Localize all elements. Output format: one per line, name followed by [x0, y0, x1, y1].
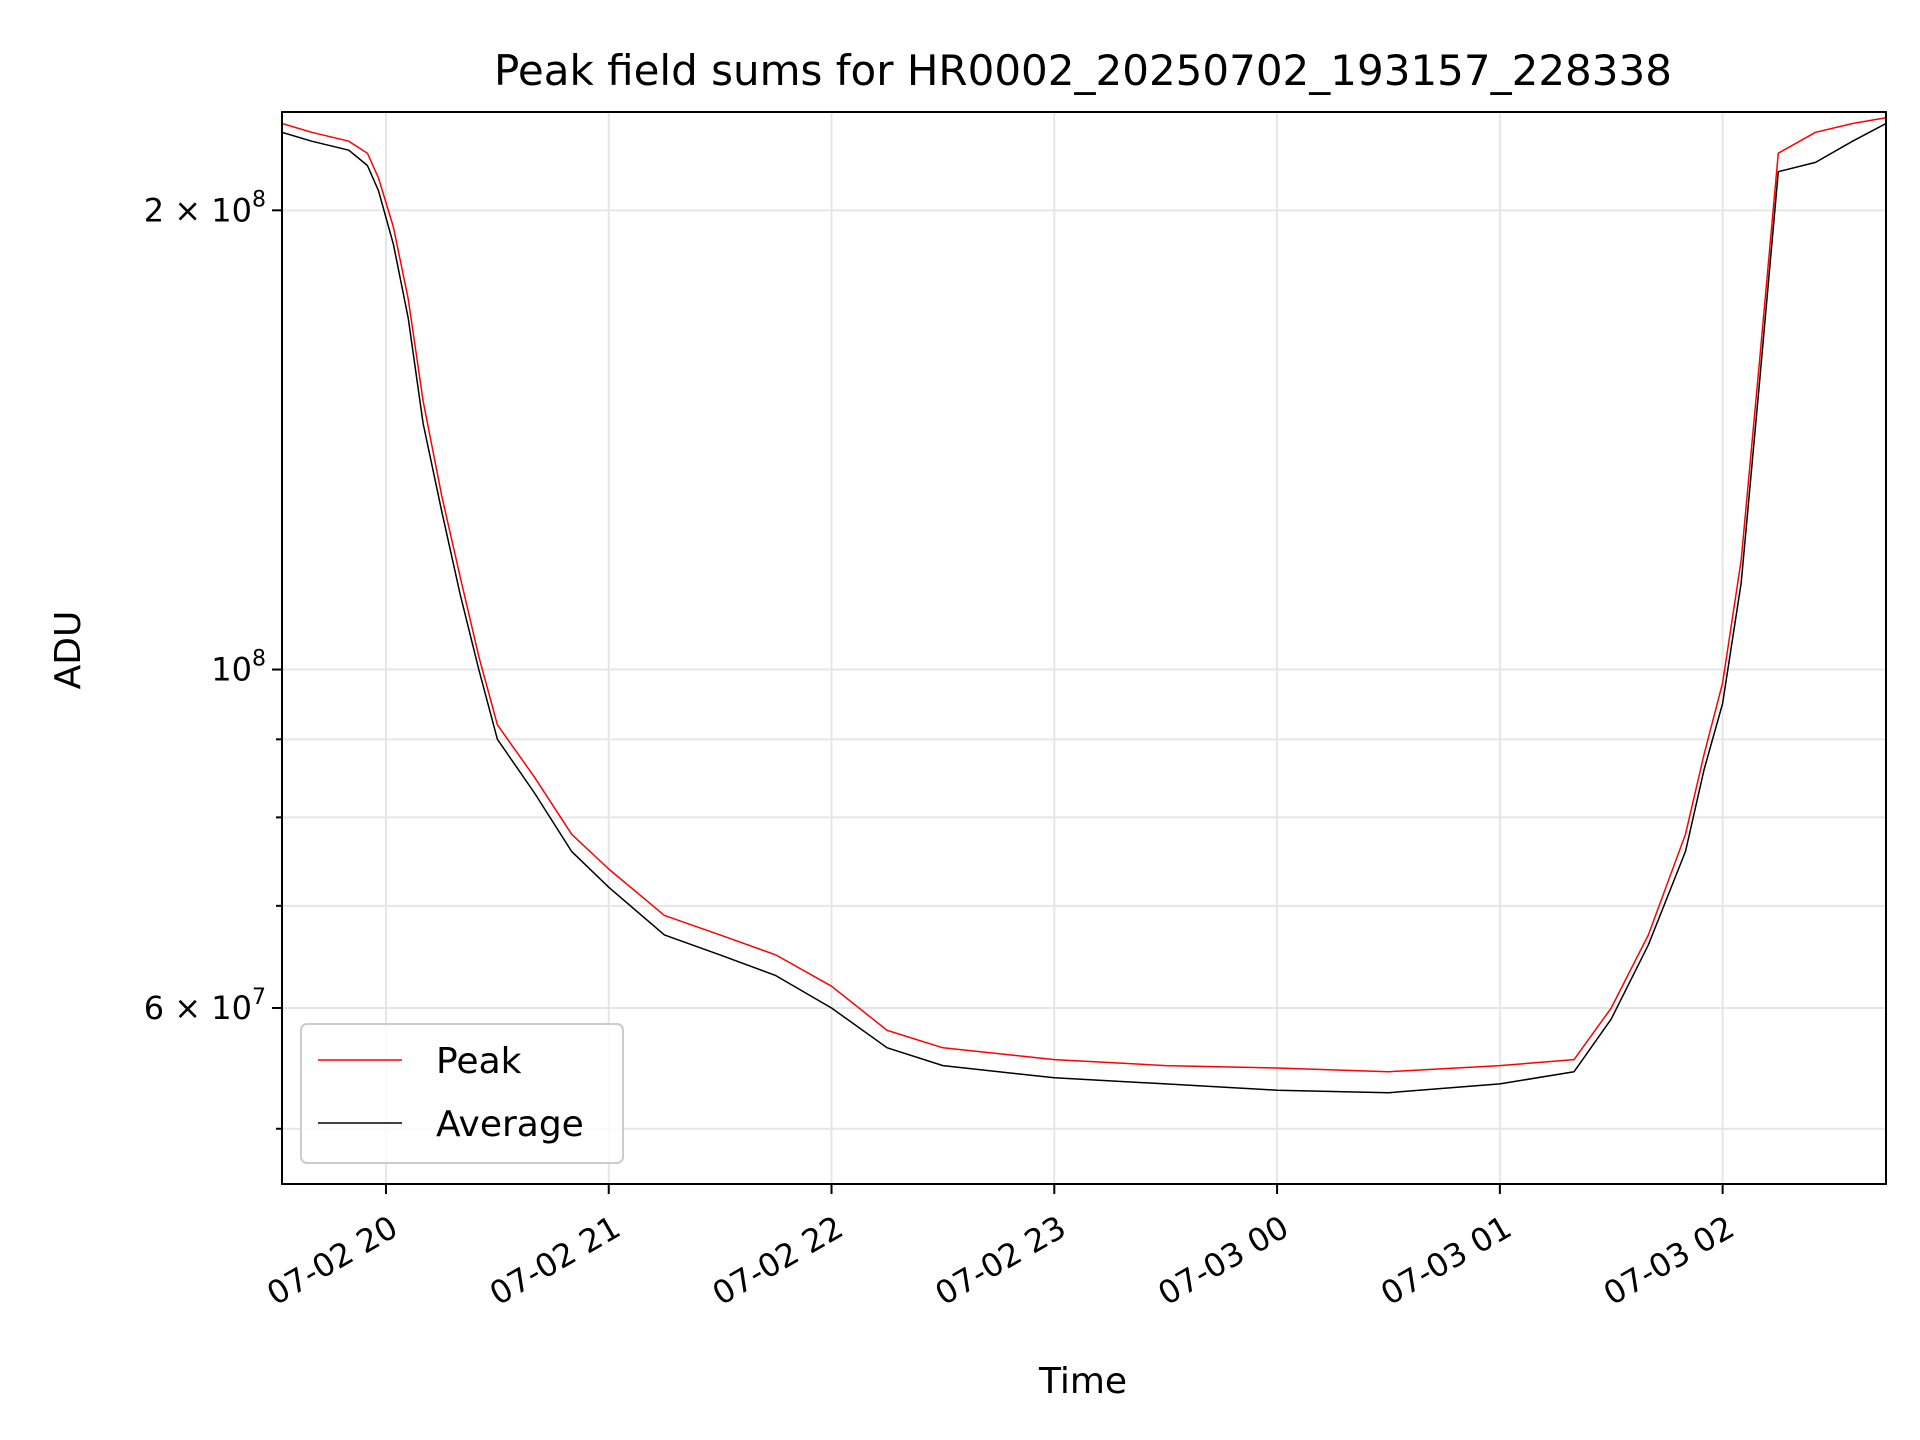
y-tick-label: 6 × 107: [144, 985, 266, 1027]
x-axis-label: Time: [1038, 1361, 1127, 1402]
y-tick-exponent: 8: [252, 647, 266, 672]
legend: Peak Average: [300, 1023, 624, 1164]
legend-label-peak: Peak: [436, 1041, 522, 1082]
plot-frame: [281, 111, 1887, 1185]
series-layer: [282, 116, 1886, 1094]
y-tick-mantissa: 2: [144, 191, 164, 229]
legend-box: [300, 1023, 624, 1164]
y-tick-exponent: 8: [252, 187, 266, 212]
y-tick-label: 2 × 108: [144, 187, 266, 229]
series-line-peak: [282, 116, 1886, 1073]
series-line-average: [282, 122, 1886, 1094]
legend-label-average: Average: [436, 1104, 584, 1145]
y-tick-mantissa: 6: [144, 989, 164, 1027]
y-axis-label: ADU: [48, 611, 89, 690]
chart-title: Peak field sums for HR0002_20250702_1931…: [494, 46, 1672, 95]
y-tick-exponent: 7: [252, 985, 266, 1010]
